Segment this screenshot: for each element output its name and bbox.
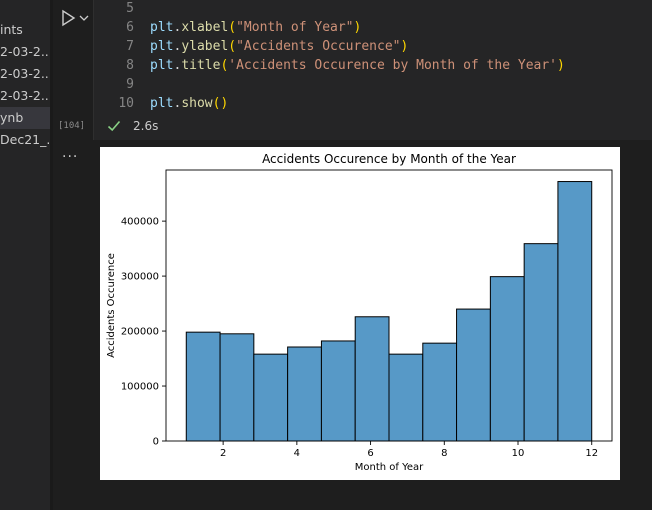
code-line: 7 plt.ylabel("Accidents Occurence")	[94, 37, 652, 56]
code-token: )	[400, 39, 409, 54]
panel-divider[interactable]	[50, 0, 53, 510]
code-token: (	[220, 58, 229, 73]
code-text: plt.ylabel("Accidents Occurence")	[150, 37, 408, 56]
code-token: .	[173, 39, 182, 54]
explorer-item[interactable]: 2-03-2...	[0, 66, 50, 81]
y-tick-label: 0	[153, 437, 159, 448]
y-tick-label: 300000	[121, 272, 159, 283]
line-number: 8	[126, 58, 134, 73]
explorer-item[interactable]: Dec21_...	[0, 132, 50, 147]
code-token: plt	[150, 58, 174, 73]
explorer-item[interactable]: 2-03-2...	[0, 44, 50, 59]
code-token: plt	[150, 20, 174, 35]
histogram-bar	[185, 331, 221, 442]
code-token: "Accidents Occurence"	[236, 39, 401, 54]
check-icon	[107, 120, 121, 132]
plot-frame	[165, 169, 613, 442]
histogram-bar	[219, 333, 255, 442]
code-token: .	[173, 96, 182, 111]
explorer-item-selected[interactable]: ynb	[0, 107, 50, 129]
execution-count: [104]	[58, 121, 86, 131]
line-number: 5	[126, 1, 134, 16]
code-token: title	[181, 58, 221, 73]
explorer-item[interactable]: 2-03-2...	[0, 88, 50, 103]
cell-output: 2 4 6 8 10 12 0 100000 200000 300000 400000 Acciden…	[100, 147, 620, 480]
run-cell-button[interactable]	[60, 8, 78, 28]
code-token: (	[228, 20, 237, 35]
x-tick-label: 4	[294, 448, 300, 459]
code-token: )	[557, 58, 565, 73]
x-tick-label: 2	[220, 448, 226, 459]
code-token: .	[173, 58, 182, 73]
code-line: 6 plt.xlabel("Month of Year")	[94, 18, 652, 37]
y-tick-label: 400000	[121, 217, 159, 228]
histogram-bar	[287, 346, 322, 442]
code-line: 5	[94, 0, 652, 18]
chevron-down-icon	[79, 15, 89, 21]
code-cell-editor[interactable]: 5 6 plt.xlabel("Month of Year") 7 plt.ylabel…	[93, 0, 652, 140]
y-tick-label: 100000	[121, 382, 159, 393]
output-more-button[interactable]: ...	[62, 145, 79, 161]
x-tick-label: 10	[512, 448, 525, 459]
histogram-chart: 2 4 6 8 10 12 0 100000 200000 300000 400000 Acciden…	[106, 152, 613, 473]
x-axis-label: Month of Year	[355, 462, 424, 473]
line-number: 9	[126, 77, 134, 92]
histogram-bar	[354, 316, 390, 442]
histogram-bar	[489, 276, 525, 442]
line-number: 7	[126, 39, 134, 54]
code-token: "Month of Year"	[236, 20, 354, 35]
cell-gutter	[53, 0, 93, 510]
code-line: 9	[94, 75, 652, 94]
histogram-bar	[253, 353, 289, 442]
y-tick-label: 200000	[121, 327, 159, 338]
chart-title: Accidents Occurence by Month of the Year	[262, 152, 516, 166]
execution-time: 2.6s	[133, 119, 159, 133]
play-icon	[62, 9, 76, 27]
code-token: show	[181, 96, 213, 111]
line-number: 10	[118, 96, 134, 111]
code-text: plt.xlabel("Month of Year")	[150, 18, 361, 37]
x-tick-label: 6	[367, 448, 373, 459]
code-token: )	[353, 20, 362, 35]
code-token: .	[173, 20, 182, 35]
code-token: plt	[150, 39, 174, 54]
line-number: 6	[126, 20, 134, 35]
histogram-bar	[320, 340, 356, 442]
code-token: (	[228, 39, 237, 54]
x-tick-label: 8	[441, 448, 447, 459]
histogram-bar	[523, 243, 559, 442]
run-options-button[interactable]	[78, 10, 90, 24]
explorer-item[interactable]: ints	[0, 22, 23, 37]
code-token: ylabel	[181, 39, 229, 54]
code-line: 10 plt.show()	[94, 94, 652, 113]
x-tick-label: 12	[585, 448, 598, 459]
explorer-panel: ints 2-03-2... 2-03-2... 2-03-2... ynb D…	[0, 0, 50, 510]
histogram-bar	[557, 181, 593, 442]
y-axis-label: Accidents Occurence	[106, 253, 117, 358]
code-token: plt	[150, 96, 174, 111]
code-text: plt.show()	[150, 94, 228, 113]
code-token: ()	[212, 96, 229, 111]
code-token: 'Accidents Occurence by Month of the Yea…	[228, 58, 558, 73]
histogram-bar	[388, 353, 424, 442]
code-token: xlabel	[181, 20, 229, 35]
code-line: 8 plt.title('Accidents Occurence by Month…	[94, 56, 652, 75]
histogram-bar	[456, 308, 491, 442]
code-text: plt.title('Accidents Occurence by Month …	[150, 56, 565, 75]
histogram-bar	[422, 342, 458, 442]
